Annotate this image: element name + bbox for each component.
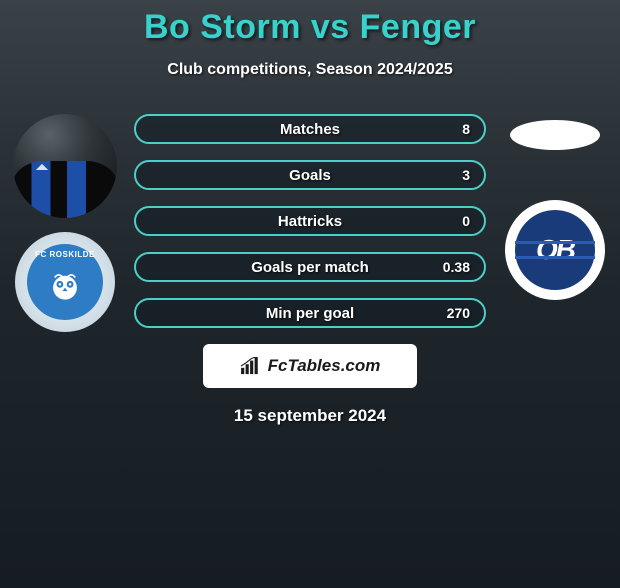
badge-stripes [515,243,595,257]
stat-value: 3 [462,167,470,183]
stats-list: Matches 8 Goals 3 Hattricks 0 Goals per … [134,114,486,328]
brand-text: FcTables.com [268,356,381,376]
brand-box[interactable]: FcTables.com [203,344,417,388]
right-club-badge: OB [505,200,605,300]
right-player-column: OB [495,114,615,300]
left-club-badge: FC ROSKILDE [15,232,115,332]
bar-chart-icon [240,357,262,375]
left-club-name: FC ROSKILDE [27,250,103,259]
jersey-brand-mark: ◢◣ [36,162,56,172]
jersey-graphic [13,161,117,218]
stat-row-hattricks: Hattricks 0 [134,206,486,236]
stat-label: Goals per match [251,259,369,276]
stat-value: 0.38 [443,259,470,275]
page-title: Bo Storm vs Fenger [0,8,620,47]
stat-label: Min per goal [266,305,354,322]
stat-label: Hattricks [278,213,342,230]
owl-icon [48,269,82,303]
stat-row-min-per-goal: Min per goal 270 [134,298,486,328]
stat-row-matches: Matches 8 [134,114,486,144]
stat-value: 270 [447,305,470,321]
stat-label: Matches [280,121,340,138]
left-player-photo: ◢◣ [13,114,117,218]
right-player-photo [510,120,600,150]
stat-value: 8 [462,121,470,137]
subtitle: Club competitions, Season 2024/2025 [0,61,620,79]
date-label: 15 september 2024 [0,406,620,426]
left-player-column: ◢◣ FC ROSKILDE [5,114,125,332]
stat-label: Goals [289,167,331,184]
stat-row-goals-per-match: Goals per match 0.38 [134,252,486,282]
stat-row-goals: Goals 3 [134,160,486,190]
comparison-panel: ◢◣ FC ROSKILDE O [0,114,620,426]
stat-value: 0 [462,213,470,229]
